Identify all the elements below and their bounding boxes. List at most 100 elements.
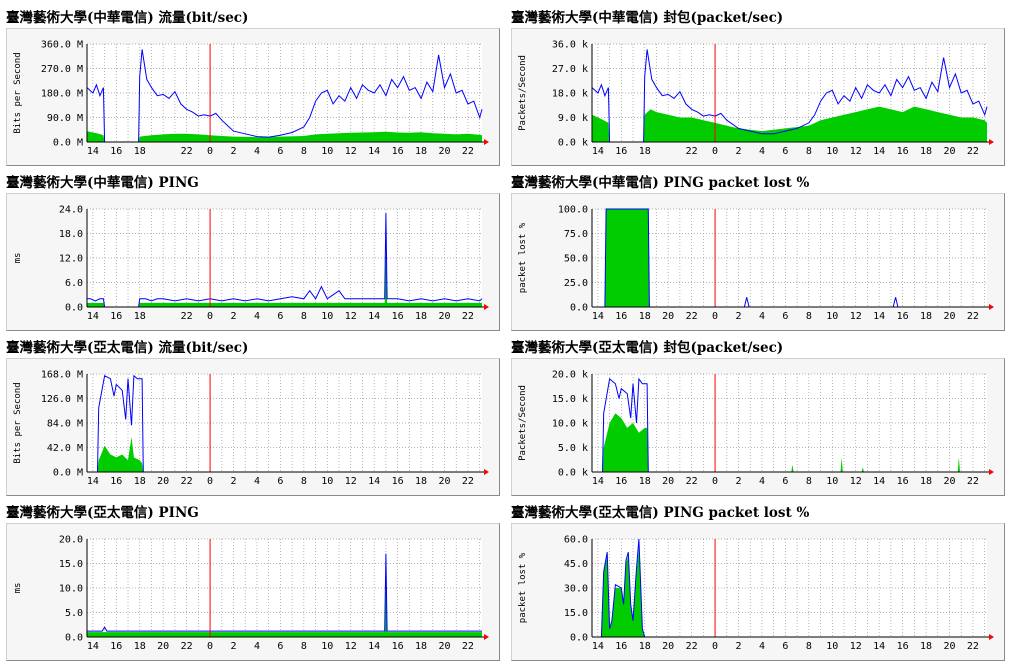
y-tick-label: 15.0 k [552, 394, 588, 405]
x-tick-label: 14 [368, 146, 380, 157]
x-tick-label: 8 [301, 311, 307, 322]
x-tick-label: 4 [759, 311, 765, 322]
x-tick-label: 16 [897, 641, 909, 652]
series-line-outbound [87, 213, 483, 308]
x-tick-label: 2 [230, 311, 236, 322]
x-tick-label: 0 [712, 641, 718, 652]
x-tick-label: 8 [806, 641, 812, 652]
y-tick-label: 18.0 [59, 229, 83, 240]
y-tick-label: 5.0 k [558, 443, 588, 454]
x-tick-label: 16 [392, 641, 404, 652]
y-tick-label: 75.0 [564, 229, 588, 240]
x-tick-label: 0 [712, 311, 718, 322]
x-tick-label: 8 [301, 476, 307, 487]
x-axis-arrow [484, 304, 489, 310]
y-tick-label: 180.0 M [41, 89, 83, 100]
chart-packets: 0.0 k 9.0 k 18.0 k 27.0 k 36.0 k Packets/Seco… [518, 40, 994, 157]
x-tick-label: 16 [110, 476, 122, 487]
x-tick-label: 2 [735, 146, 741, 157]
y-tick-label: 10.0 [59, 584, 83, 595]
y-tick-label: 0.0 [570, 303, 588, 314]
y-tick-label: 12.0 [59, 254, 83, 265]
x-tick-label: 14 [87, 311, 99, 322]
series-line-outbound [591, 49, 988, 143]
x-tick-label: 0 [207, 476, 213, 487]
plot-area [592, 539, 987, 637]
x-tick-label: 16 [392, 146, 404, 157]
x-tick-label: 16 [615, 641, 627, 652]
x-tick-label: 0 [207, 146, 213, 157]
y-tick-label: 0.0 M [53, 138, 83, 149]
x-tick-label: 4 [254, 476, 260, 487]
y-tick-label: 30.0 [564, 584, 588, 595]
x-tick-label: 22 [967, 476, 979, 487]
y-tick-label: 0.0 k [558, 138, 588, 149]
x-tick-label: 18 [415, 476, 427, 487]
chart-ping: 0.0 6.0 12.0 18.0 24.0 ms 14 16 18 22 0 2 4 6 8 10 12 14 1… [13, 205, 489, 322]
chart-packets2: 0.0 k 5.0 k 10.0 k 15.0 k 20.0 k Packets/Seco… [518, 370, 994, 487]
x-tick-label: 14 [873, 476, 885, 487]
y-tick-label: 100.0 [558, 205, 588, 216]
x-tick-label: 20 [438, 311, 450, 322]
x-tick-label: 14 [87, 641, 99, 652]
y-tick-label: 60.0 [564, 535, 588, 546]
chart-title: 臺灣藝術大學(中華電信) 封包(packet/sec) [511, 10, 784, 26]
series-line-outbound [592, 538, 987, 638]
x-tick-label: 22 [967, 146, 979, 157]
plot-area [87, 209, 482, 307]
x-tick-label: 16 [392, 476, 404, 487]
y-axis-label: Packets/Second [518, 55, 528, 131]
y-tick-label: 42.0 M [47, 443, 83, 454]
x-tick-label: 18 [639, 311, 651, 322]
x-tick-label: 14 [368, 311, 380, 322]
series-line-outbound [592, 208, 987, 308]
x-tick-label: 16 [615, 476, 627, 487]
x-tick-label: 2 [735, 476, 741, 487]
x-tick-label: 10 [321, 311, 333, 322]
plot-area [87, 374, 482, 472]
x-tick-label: 6 [782, 146, 788, 157]
chart-title: 臺灣藝術大學(亞太電信) PING packet lost % [511, 505, 810, 521]
y-axis-label: Bits per Second [13, 382, 23, 463]
x-tick-label: 10 [321, 476, 333, 487]
y-tick-label: 0.0 [570, 633, 588, 644]
x-tick-label: 14 [873, 311, 885, 322]
x-tick-label: 16 [392, 311, 404, 322]
x-tick-label: 16 [897, 146, 909, 157]
x-tick-label: 14 [592, 146, 604, 157]
x-tick-label: 12 [850, 641, 862, 652]
x-tick-label: 0 [712, 146, 718, 157]
x-tick-label: 14 [873, 146, 885, 157]
x-tick-label: 6 [277, 146, 283, 157]
x-tick-label: 10 [826, 641, 838, 652]
x-tick-label: 22 [967, 311, 979, 322]
x-tick-label: 20 [943, 476, 955, 487]
y-tick-label: 24.0 [59, 205, 83, 216]
plot-area [87, 44, 482, 142]
chart-panel-loss2: 臺灣藝術大學(亞太電信) PING packet lost % 0.0 15.0 3… [511, 503, 1011, 661]
series-area-inbound [87, 131, 482, 142]
x-tick-label: 2 [230, 146, 236, 157]
x-tick-label: 2 [230, 641, 236, 652]
x-tick-label: 22 [462, 146, 474, 157]
x-tick-label: 20 [438, 476, 450, 487]
x-tick-label: 22 [462, 311, 474, 322]
x-tick-label: 14 [873, 641, 885, 652]
x-tick-label: 12 [345, 641, 357, 652]
series-area-inbound [592, 209, 987, 307]
y-tick-label: 5.0 [65, 608, 83, 619]
x-tick-label: 20 [438, 641, 450, 652]
x-tick-label: 18 [134, 311, 146, 322]
y-axis-label: Packets/Second [518, 385, 528, 461]
chart-panel-loss: 臺灣藝術大學(中華電信) PING packet lost % 0.0 25.0 5… [511, 173, 1011, 331]
x-tick-label: 10 [826, 146, 838, 157]
x-tick-label: 8 [301, 641, 307, 652]
y-tick-label: 10.0 k [552, 419, 588, 430]
x-tick-label: 14 [592, 311, 604, 322]
x-tick-label: 18 [134, 476, 146, 487]
x-tick-label: 2 [735, 311, 741, 322]
x-tick-label: 10 [321, 146, 333, 157]
series-area-inbound [87, 437, 482, 472]
plot-area [87, 539, 482, 637]
y-axis-label: ms [13, 253, 23, 264]
